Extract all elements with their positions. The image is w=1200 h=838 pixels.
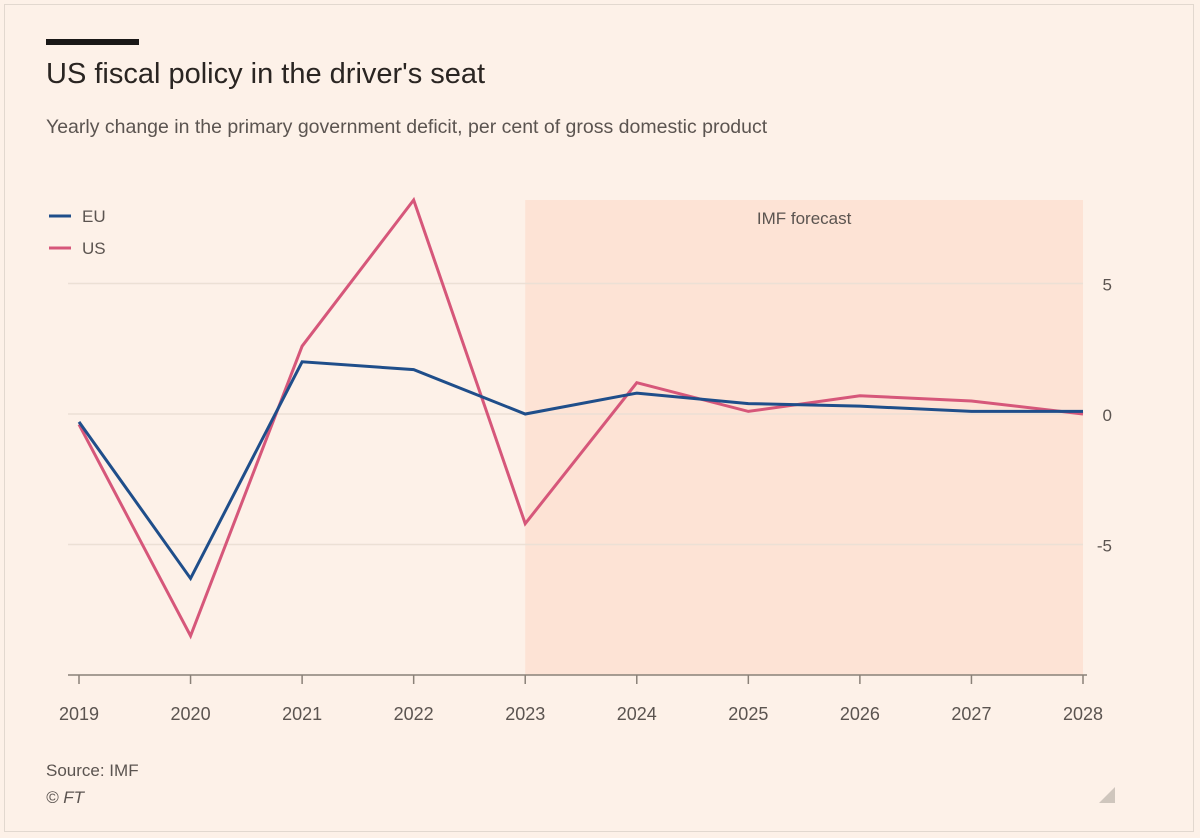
x-tick-label: 2019 bbox=[59, 704, 99, 724]
x-tick-label: 2022 bbox=[394, 704, 434, 724]
title-accent-bar bbox=[46, 39, 139, 45]
legend-label-eu: EU bbox=[82, 207, 106, 226]
x-tick-label: 2021 bbox=[282, 704, 322, 724]
resize-icon bbox=[1099, 787, 1115, 803]
y-tick-label: -5 bbox=[1097, 537, 1112, 556]
x-tick-label: 2020 bbox=[171, 704, 211, 724]
y-tick-label: 0 bbox=[1103, 406, 1112, 425]
chart-subtitle: Yearly change in the primary government … bbox=[46, 116, 768, 138]
chart-title: US fiscal policy in the driver's seat bbox=[46, 58, 486, 90]
legend-label-us: US bbox=[82, 239, 106, 258]
x-tick-label: 2027 bbox=[951, 704, 991, 724]
forecast-label: IMF forecast bbox=[757, 209, 852, 228]
x-tick-label: 2025 bbox=[728, 704, 768, 724]
x-tick-label: 2023 bbox=[505, 704, 545, 724]
forecast-region bbox=[525, 200, 1083, 675]
series-line-eu bbox=[77, 360, 1083, 582]
chart-frame bbox=[4, 4, 1194, 832]
x-tick-label: 2026 bbox=[840, 704, 880, 724]
x-tick-label: 2024 bbox=[617, 704, 657, 724]
series-line-us bbox=[77, 196, 1084, 640]
copyright-note: © FT bbox=[46, 788, 85, 807]
y-tick-label: 5 bbox=[1103, 276, 1112, 295]
source-note: Source: IMF bbox=[46, 761, 139, 780]
x-tick-label: 2028 bbox=[1063, 704, 1103, 724]
